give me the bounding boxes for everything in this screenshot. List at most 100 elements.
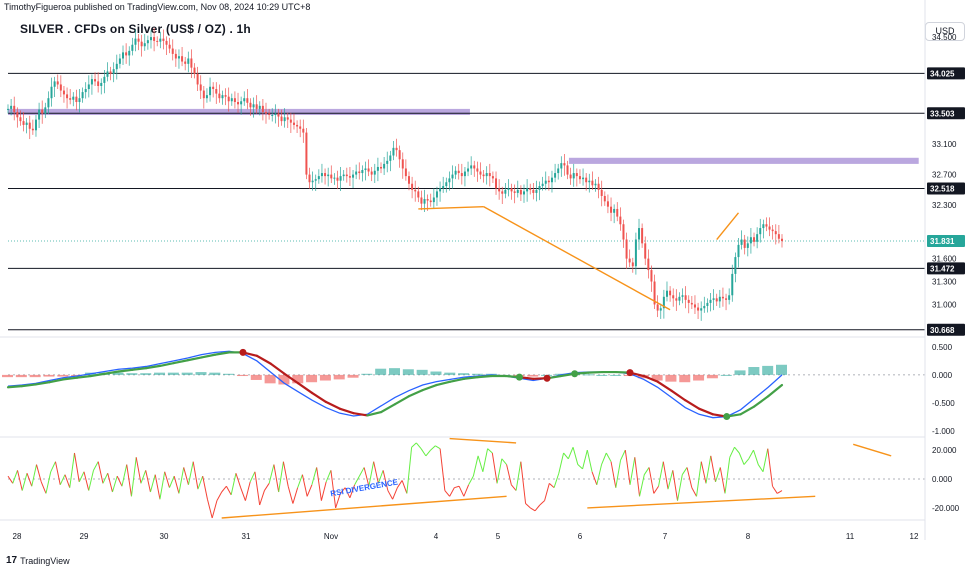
candle-body: [56, 81, 59, 85]
candle-body: [613, 208, 616, 213]
candle-body: [659, 308, 662, 311]
macd-pane: [2, 348, 925, 421]
candle-body: [308, 174, 311, 183]
candle-body: [283, 117, 286, 122]
level-tag: [927, 323, 965, 336]
candle-body: [246, 98, 249, 103]
macd-histogram-bar: [596, 374, 608, 376]
candle-body: [215, 89, 218, 94]
candle-body: [380, 166, 383, 169]
macd-histogram-bar: [610, 374, 622, 376]
rsi-segment: [154, 474, 161, 500]
rsi-segment: [197, 475, 204, 490]
rsi-segment: [586, 450, 593, 472]
macd-signal-segment: [48, 378, 65, 384]
candle-body: [386, 160, 389, 164]
candle-body: [352, 174, 355, 178]
macd-histogram-bar: [57, 374, 69, 377]
candle-body: [544, 180, 547, 184]
rsi-segment: [263, 483, 270, 491]
candle-body: [495, 178, 498, 189]
rsi-segment: [553, 473, 560, 488]
candle-body: [224, 95, 227, 97]
rsi-segment: [530, 507, 536, 512]
candle-body: [762, 224, 765, 229]
macd-crossover-marker: [626, 369, 634, 377]
macd-signal-segment: [269, 362, 286, 375]
rsi-segment: [50, 461, 56, 472]
rsi-segment: [435, 445, 441, 450]
rsi-segment: [83, 471, 90, 491]
candle-body: [258, 105, 261, 109]
rsi-trendline: [449, 437, 517, 444]
macd-histogram-bar: [776, 364, 787, 375]
rsi-segment: [392, 487, 398, 500]
candle-body: [572, 173, 575, 179]
candle-body: [106, 71, 109, 77]
macd-histogram-bar: [458, 373, 470, 375]
rsi-segment: [648, 467, 655, 494]
candle-body: [610, 206, 613, 213]
rsi-segment: [558, 452, 565, 474]
candle-body: [122, 52, 125, 59]
macd-signal-segment: [20, 383, 37, 388]
candle-body: [19, 117, 22, 122]
candle-body: [401, 159, 404, 169]
rsi-segment: [487, 448, 493, 454]
rsi-segment: [577, 464, 583, 470]
level-tag: [927, 67, 965, 80]
candle-body: [482, 174, 485, 177]
candle-body: [532, 189, 535, 193]
rsi-segment: [534, 504, 541, 512]
candle-body: [22, 121, 25, 125]
rsi-segment: [12, 470, 18, 484]
candle-body: [641, 228, 644, 244]
candle-body: [292, 122, 295, 125]
macd-signal-segment: [172, 359, 189, 365]
candle-body: [647, 258, 650, 271]
candle-body: [451, 174, 454, 179]
rsi-segment: [301, 474, 308, 497]
macd-signal-segment: [697, 407, 714, 416]
candle-body: [600, 189, 603, 196]
price-tick-label: 32.300: [932, 201, 957, 210]
rsi-segment: [458, 486, 465, 497]
candle-body: [420, 197, 423, 204]
candle-body: [333, 177, 336, 179]
candle-body: [513, 191, 516, 193]
candle-body: [737, 244, 740, 258]
candle-body: [526, 188, 529, 192]
candle-body: [703, 305, 706, 309]
macd-signal-segment: [670, 389, 687, 402]
rsi-segment: [639, 474, 645, 497]
rsi-segment: [406, 447, 413, 494]
macd-histogram-bar: [181, 372, 193, 375]
macd-histogram-bar: [347, 374, 359, 378]
candle-body: [16, 111, 19, 118]
candle-body: [684, 295, 687, 300]
candle-body: [591, 180, 594, 186]
rsi-segment: [17, 470, 23, 491]
candle-body: [66, 94, 69, 99]
macd-signal-segment: [310, 391, 327, 404]
candle-body: [289, 119, 292, 123]
macd-tick-label: -0.500: [932, 399, 955, 408]
macd-histogram-bar: [693, 374, 705, 381]
candle-body: [81, 92, 84, 99]
candle-body: [330, 174, 333, 179]
rsi-segment: [776, 490, 783, 494]
candle-body: [296, 124, 299, 127]
rsi-segment: [539, 500, 545, 506]
time-tick-label: 31: [242, 532, 251, 541]
candle-body: [442, 186, 445, 189]
candle-body: [205, 95, 208, 99]
rsi-segment: [715, 467, 721, 483]
candle-body: [199, 84, 202, 91]
time-tick-label: Nov: [324, 532, 338, 541]
rsi-segment: [183, 467, 189, 485]
macd-signal-segment: [131, 367, 148, 371]
candle-body: [361, 170, 364, 174]
currency-button[interactable]: USD: [925, 22, 965, 41]
level-tag: [927, 262, 965, 275]
